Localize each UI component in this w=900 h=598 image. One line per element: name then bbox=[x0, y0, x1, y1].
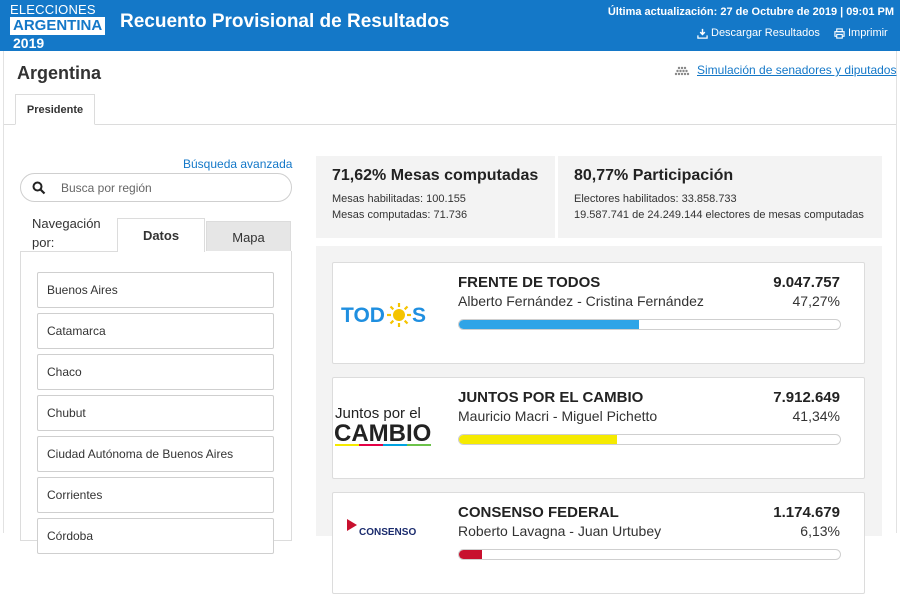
consenso-logo-icon: CONSENSO bbox=[347, 519, 416, 538]
navigation-label: Navegación por: bbox=[32, 216, 101, 250]
logo-line-2: ARGENTINA bbox=[10, 17, 106, 35]
mesas-computadas-title: 71,62% Mesas computadas bbox=[332, 167, 539, 184]
mesas-stat-box: 71,62% Mesas computadas Mesas habilitada… bbox=[316, 156, 555, 238]
candidates: Alberto Fernández - Cristina Fernández bbox=[458, 293, 704, 309]
party-name: JUNTOS POR EL CAMBIO bbox=[458, 389, 644, 406]
region-item-chubut[interactable]: Chubut bbox=[37, 395, 274, 431]
result-card[interactable]: Juntos por el CAMBIO JUNTOS POR EL CAMBI… bbox=[332, 377, 865, 479]
page-title: Argentina bbox=[17, 63, 102, 83]
candidates: Roberto Lavagna - Juan Urtubey bbox=[458, 523, 662, 539]
download-results-button[interactable]: Descargar Resultados bbox=[697, 27, 820, 39]
region-item-cordoba[interactable]: Córdoba bbox=[37, 518, 274, 554]
elections-logo: ELECCIONES ARGENTINA 2019 bbox=[9, 2, 109, 51]
region-search-input[interactable] bbox=[61, 180, 261, 195]
region-search[interactable] bbox=[20, 173, 292, 202]
print-label: Imprimir bbox=[848, 27, 888, 39]
vote-share-bar bbox=[458, 319, 841, 330]
vote-percent: 47,27% bbox=[792, 293, 840, 309]
app-header: ELECCIONES ARGENTINA 2019 Recuento Provi… bbox=[0, 0, 900, 51]
participacion-title: 80,77% Participación bbox=[574, 167, 734, 184]
svg-text:S: S bbox=[412, 304, 426, 327]
tab-map[interactable]: Mapa bbox=[206, 221, 291, 252]
vote-share-fill bbox=[459, 435, 617, 444]
mesas-habilitadas: Mesas habilitadas: 100.155 bbox=[332, 193, 466, 205]
vote-share-fill bbox=[459, 320, 640, 329]
vote-percent: 41,34% bbox=[792, 408, 840, 424]
electores-habilitados: Electores habilitados: 33.858.733 bbox=[574, 193, 737, 205]
app-title: Recuento Provisional de Resultados bbox=[120, 11, 450, 32]
vote-share-bar bbox=[458, 549, 841, 560]
mesas-computadas: Mesas computadas: 71.736 bbox=[332, 209, 468, 221]
simulation-link[interactable]: Simulación de senadores y diputados bbox=[673, 63, 896, 77]
electores-computados: 19.587.741 de 24.249.144 electores de me… bbox=[574, 209, 864, 221]
party-logo-juntos: Juntos por el CAMBIO bbox=[333, 378, 445, 478]
juntos-logo-icon: Juntos por el CAMBIO bbox=[334, 405, 431, 447]
tab-bar-divider bbox=[4, 124, 896, 125]
simulation-link-label: Simulación de senadores y diputados bbox=[697, 63, 897, 77]
download-results-label: Descargar Resultados bbox=[711, 27, 820, 39]
vote-count: 7.912.649 bbox=[773, 389, 840, 406]
download-icon bbox=[697, 28, 708, 39]
vote-percent: 6,13% bbox=[800, 523, 840, 539]
advanced-search-link[interactable]: Búsqueda avanzada bbox=[183, 157, 293, 171]
region-item-caba[interactable]: Ciudad Autónoma de Buenos Aires bbox=[37, 436, 274, 472]
parliament-icon bbox=[674, 66, 690, 76]
vote-share-bar bbox=[458, 434, 841, 445]
vote-count: 9.047.757 bbox=[773, 274, 840, 291]
party-name: FRENTE DE TODOS bbox=[458, 274, 601, 291]
party-name: CONSENSO FEDERAL bbox=[458, 504, 619, 521]
vote-count: 1.174.679 bbox=[773, 504, 840, 521]
region-item-corrientes[interactable]: Corrientes bbox=[37, 477, 274, 513]
last-update-timestamp: Última actualización: 27 de Octubre de 2… bbox=[607, 6, 894, 18]
region-item-chaco[interactable]: Chaco bbox=[37, 354, 274, 390]
content-frame bbox=[3, 51, 897, 533]
party-logo-consenso: CONSENSO bbox=[333, 493, 445, 593]
printer-icon bbox=[834, 27, 845, 39]
region-item-buenos-aires[interactable]: Buenos Aires bbox=[37, 272, 274, 308]
region-item-catamarca[interactable]: Catamarca bbox=[37, 313, 274, 349]
tab-data[interactable]: Datos bbox=[117, 218, 205, 252]
svg-text:CAMBIO: CAMBIO bbox=[334, 420, 431, 447]
participacion-stat-box: 80,77% Participación Electores habilitad… bbox=[558, 156, 882, 238]
svg-text:TOD: TOD bbox=[341, 304, 385, 327]
tab-president[interactable]: Presidente bbox=[15, 94, 95, 125]
result-card[interactable]: CONSENSO CONSENSO FEDERAL Roberto Lavagn… bbox=[332, 492, 865, 594]
result-card[interactable]: TOD S FRENTE DE TODOS Alberto Fernández … bbox=[332, 262, 865, 364]
candidates: Mauricio Macri - Miguel Pichetto bbox=[458, 408, 658, 424]
party-logo-todos: TOD S bbox=[333, 263, 445, 363]
logo-line-3: 2019 bbox=[13, 35, 45, 51]
svg-text:Juntos por el: Juntos por el bbox=[335, 405, 421, 422]
search-icon bbox=[32, 181, 46, 194]
print-button[interactable]: Imprimir bbox=[834, 27, 888, 39]
todos-logo-icon: TOD S bbox=[341, 303, 426, 327]
logo-line-1: ELECCIONES bbox=[10, 2, 96, 17]
vote-share-fill bbox=[459, 550, 483, 559]
panel-top-border bbox=[20, 251, 117, 252]
